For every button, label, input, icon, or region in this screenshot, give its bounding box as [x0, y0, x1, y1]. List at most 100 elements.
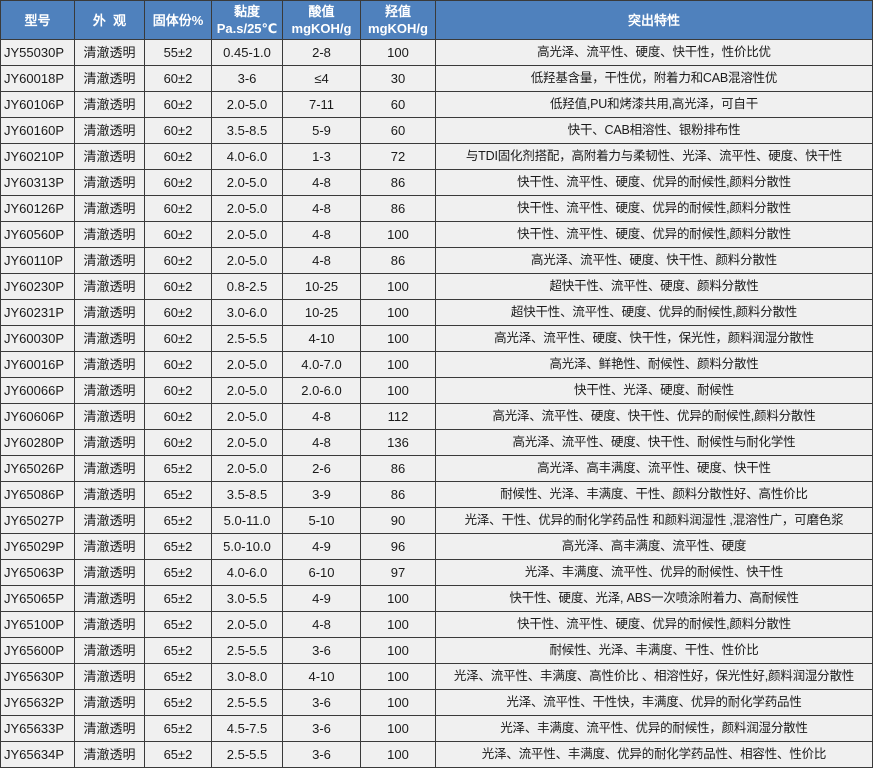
cell-features: 快干性、流平性、硬度、优异的耐候性,颜料分散性: [435, 221, 873, 248]
cell-model: JY65100P: [0, 611, 75, 638]
cell-viscosity: 3.5-8.5: [211, 481, 283, 508]
cell-viscosity: 2.5-5.5: [211, 637, 283, 664]
cell-features: 耐候性、光泽、丰满度、干性、颜料分散性好、高性价比: [435, 481, 873, 508]
cell-acid-value: 4-8: [282, 403, 361, 430]
cell-features: 高光泽、流平性、硬度、快干性、颜料分散性: [435, 247, 873, 274]
cell-hydroxyl-value: 100: [360, 585, 436, 612]
cell-hydroxyl-value: 100: [360, 273, 436, 300]
cell-appearance: 清澈透明: [74, 221, 145, 248]
cell-hydroxyl-value: 60: [360, 91, 436, 118]
cell-features: 光泽、流平性、干性快，丰满度、优异的耐化学药品性: [435, 689, 873, 716]
cell-appearance: 清澈透明: [74, 559, 145, 586]
cell-solids: 65±2: [144, 481, 212, 508]
cell-acid-value: 5-9: [282, 117, 361, 144]
cell-acid-value: 4-8: [282, 429, 361, 456]
cell-viscosity: 2.0-5.0: [211, 455, 283, 482]
cell-features: 快干性、流平性、硬度、优异的耐候性,颜料分散性: [435, 611, 873, 638]
table-row: JY65634P 清澈透明 65±2 2.5-5.5 3-6 100 光泽、流平性、丰满度、…: [0, 741, 873, 768]
header-solids: 固体份%: [144, 0, 212, 40]
cell-hydroxyl-value: 72: [360, 143, 436, 170]
cell-appearance: 清澈透明: [74, 117, 145, 144]
table-row: JY60606P 清澈透明 60±2 2.0-5.0 4-8 112 高光泽、流平性、硬度、…: [0, 403, 873, 430]
cell-appearance: 清澈透明: [74, 715, 145, 742]
cell-solids: 65±2: [144, 715, 212, 742]
header-appearance: 外 观: [74, 0, 145, 40]
table-row: JY65027P 清澈透明 65±2 5.0-11.0 5-10 90 光泽、干性、优异的耐…: [0, 507, 873, 534]
table-row: JY65633P 清澈透明 65±2 4.5-7.5 3-6 100 光泽、丰满度、流平性、…: [0, 715, 873, 742]
cell-acid-value: 5-10: [282, 507, 361, 534]
cell-features: 低羟值,PU和烤漆共用,高光泽，可自干: [435, 91, 873, 118]
cell-viscosity: 2.0-5.0: [211, 91, 283, 118]
cell-features: 光泽、丰满度、流平性、优异的耐候性，颜料润湿分散性: [435, 715, 873, 742]
cell-hydroxyl-value: 100: [360, 39, 436, 66]
cell-hydroxyl-value: 100: [360, 325, 436, 352]
cell-acid-value: 4.0-7.0: [282, 351, 361, 378]
cell-viscosity: 3.5-8.5: [211, 117, 283, 144]
cell-features: 高光泽、高丰满度、流平性、硬度: [435, 533, 873, 560]
cell-acid-value: 4-8: [282, 195, 361, 222]
table-body: JY55030P 清澈透明 55±2 0.45-1.0 2-8 100 高光泽、流平性、硬度…: [0, 39, 873, 768]
cell-hydroxyl-value: 100: [360, 663, 436, 690]
cell-hydroxyl-value: 86: [360, 455, 436, 482]
header-acid-label: 酸值: [308, 4, 335, 19]
cell-viscosity: 4.0-6.0: [211, 143, 283, 170]
cell-solids: 60±2: [144, 351, 212, 378]
table-row: JY60210P 清澈透明 60±2 4.0-6.0 1-3 72 与TDI固化剂搭配，高附…: [0, 143, 873, 170]
cell-acid-value: 4-8: [282, 221, 361, 248]
cell-appearance: 清澈透明: [74, 403, 145, 430]
cell-acid-value: 2.0-6.0: [282, 377, 361, 404]
cell-features: 高光泽、流平性、硬度、快干性、耐候性与耐化学性: [435, 429, 873, 456]
cell-solids: 60±2: [144, 143, 212, 170]
cell-features: 高光泽、高丰满度、流平性、硬度、快干性: [435, 455, 873, 482]
cell-hydroxyl-value: 136: [360, 429, 436, 456]
cell-acid-value: 3-6: [282, 741, 361, 768]
table-row: JY65063P 清澈透明 65±2 4.0-6.0 6-10 97 光泽、丰满度、流平性、…: [0, 559, 873, 586]
cell-hydroxyl-value: 100: [360, 741, 436, 768]
cell-hydroxyl-value: 90: [360, 507, 436, 534]
cell-appearance: 清澈透明: [74, 65, 145, 92]
table-row: JY65026P 清澈透明 65±2 2.0-5.0 2-6 86 高光泽、高丰满度、流平性…: [0, 455, 873, 482]
cell-model: JY60210P: [0, 143, 75, 170]
cell-features: 光泽、流平性、丰满度、高性价比 、相溶性好，保光性好,颜料润湿分散性: [435, 663, 873, 690]
cell-acid-value: 3-9: [282, 481, 361, 508]
cell-appearance: 清澈透明: [74, 299, 145, 326]
cell-appearance: 清澈透明: [74, 455, 145, 482]
cell-viscosity: 3.0-6.0: [211, 299, 283, 326]
table-row: JY60126P 清澈透明 60±2 2.0-5.0 4-8 86 快干性、流平性、硬度、优…: [0, 195, 873, 222]
cell-features: 快干性、流平性、硬度、优异的耐候性,颜料分散性: [435, 195, 873, 222]
table-row: JY60030P 清澈透明 60±2 2.5-5.5 4-10 100 高光泽、流平性、硬度…: [0, 325, 873, 352]
cell-acid-value: 7-11: [282, 91, 361, 118]
cell-appearance: 清澈透明: [74, 195, 145, 222]
header-viscosity: 黏度 Pa.s/25℃: [211, 0, 283, 40]
cell-acid-value: 4-8: [282, 611, 361, 638]
cell-appearance: 清澈透明: [74, 143, 145, 170]
cell-solids: 65±2: [144, 507, 212, 534]
table-row: JY60160P 清澈透明 60±2 3.5-8.5 5-9 60 快干、CAB相溶性、银粉…: [0, 117, 873, 144]
cell-model: JY60018P: [0, 65, 75, 92]
table-row: JY65600P 清澈透明 65±2 2.5-5.5 3-6 100 耐候性、光泽、丰满度、…: [0, 637, 873, 664]
table-row: JY65632P 清澈透明 65±2 2.5-5.5 3-6 100 光泽、流平性、干性快，…: [0, 689, 873, 716]
cell-solids: 60±2: [144, 221, 212, 248]
header-model: 型号: [0, 0, 75, 40]
cell-appearance: 清澈透明: [74, 351, 145, 378]
cell-model: JY65630P: [0, 663, 75, 690]
cell-solids: 60±2: [144, 403, 212, 430]
cell-model: JY55030P: [0, 39, 75, 66]
table-row: JY60560P 清澈透明 60±2 2.0-5.0 4-8 100 快干性、流平性、硬度、…: [0, 221, 873, 248]
cell-hydroxyl-value: 30: [360, 65, 436, 92]
cell-model: JY65029P: [0, 533, 75, 560]
cell-solids: 65±2: [144, 455, 212, 482]
cell-solids: 60±2: [144, 91, 212, 118]
cell-acid-value: 10-25: [282, 299, 361, 326]
cell-model: JY60016P: [0, 351, 75, 378]
cell-viscosity: 0.8-2.5: [211, 273, 283, 300]
cell-hydroxyl-value: 100: [360, 299, 436, 326]
cell-viscosity: 2.0-5.0: [211, 247, 283, 274]
cell-features: 高光泽、鲜艳性、耐候性、颜料分散性: [435, 351, 873, 378]
table-row: JY60230P 清澈透明 60±2 0.8-2.5 10-25 100 超快干性、流平性、…: [0, 273, 873, 300]
cell-appearance: 清澈透明: [74, 247, 145, 274]
cell-appearance: 清澈透明: [74, 429, 145, 456]
cell-appearance: 清澈透明: [74, 689, 145, 716]
cell-appearance: 清澈透明: [74, 741, 145, 768]
